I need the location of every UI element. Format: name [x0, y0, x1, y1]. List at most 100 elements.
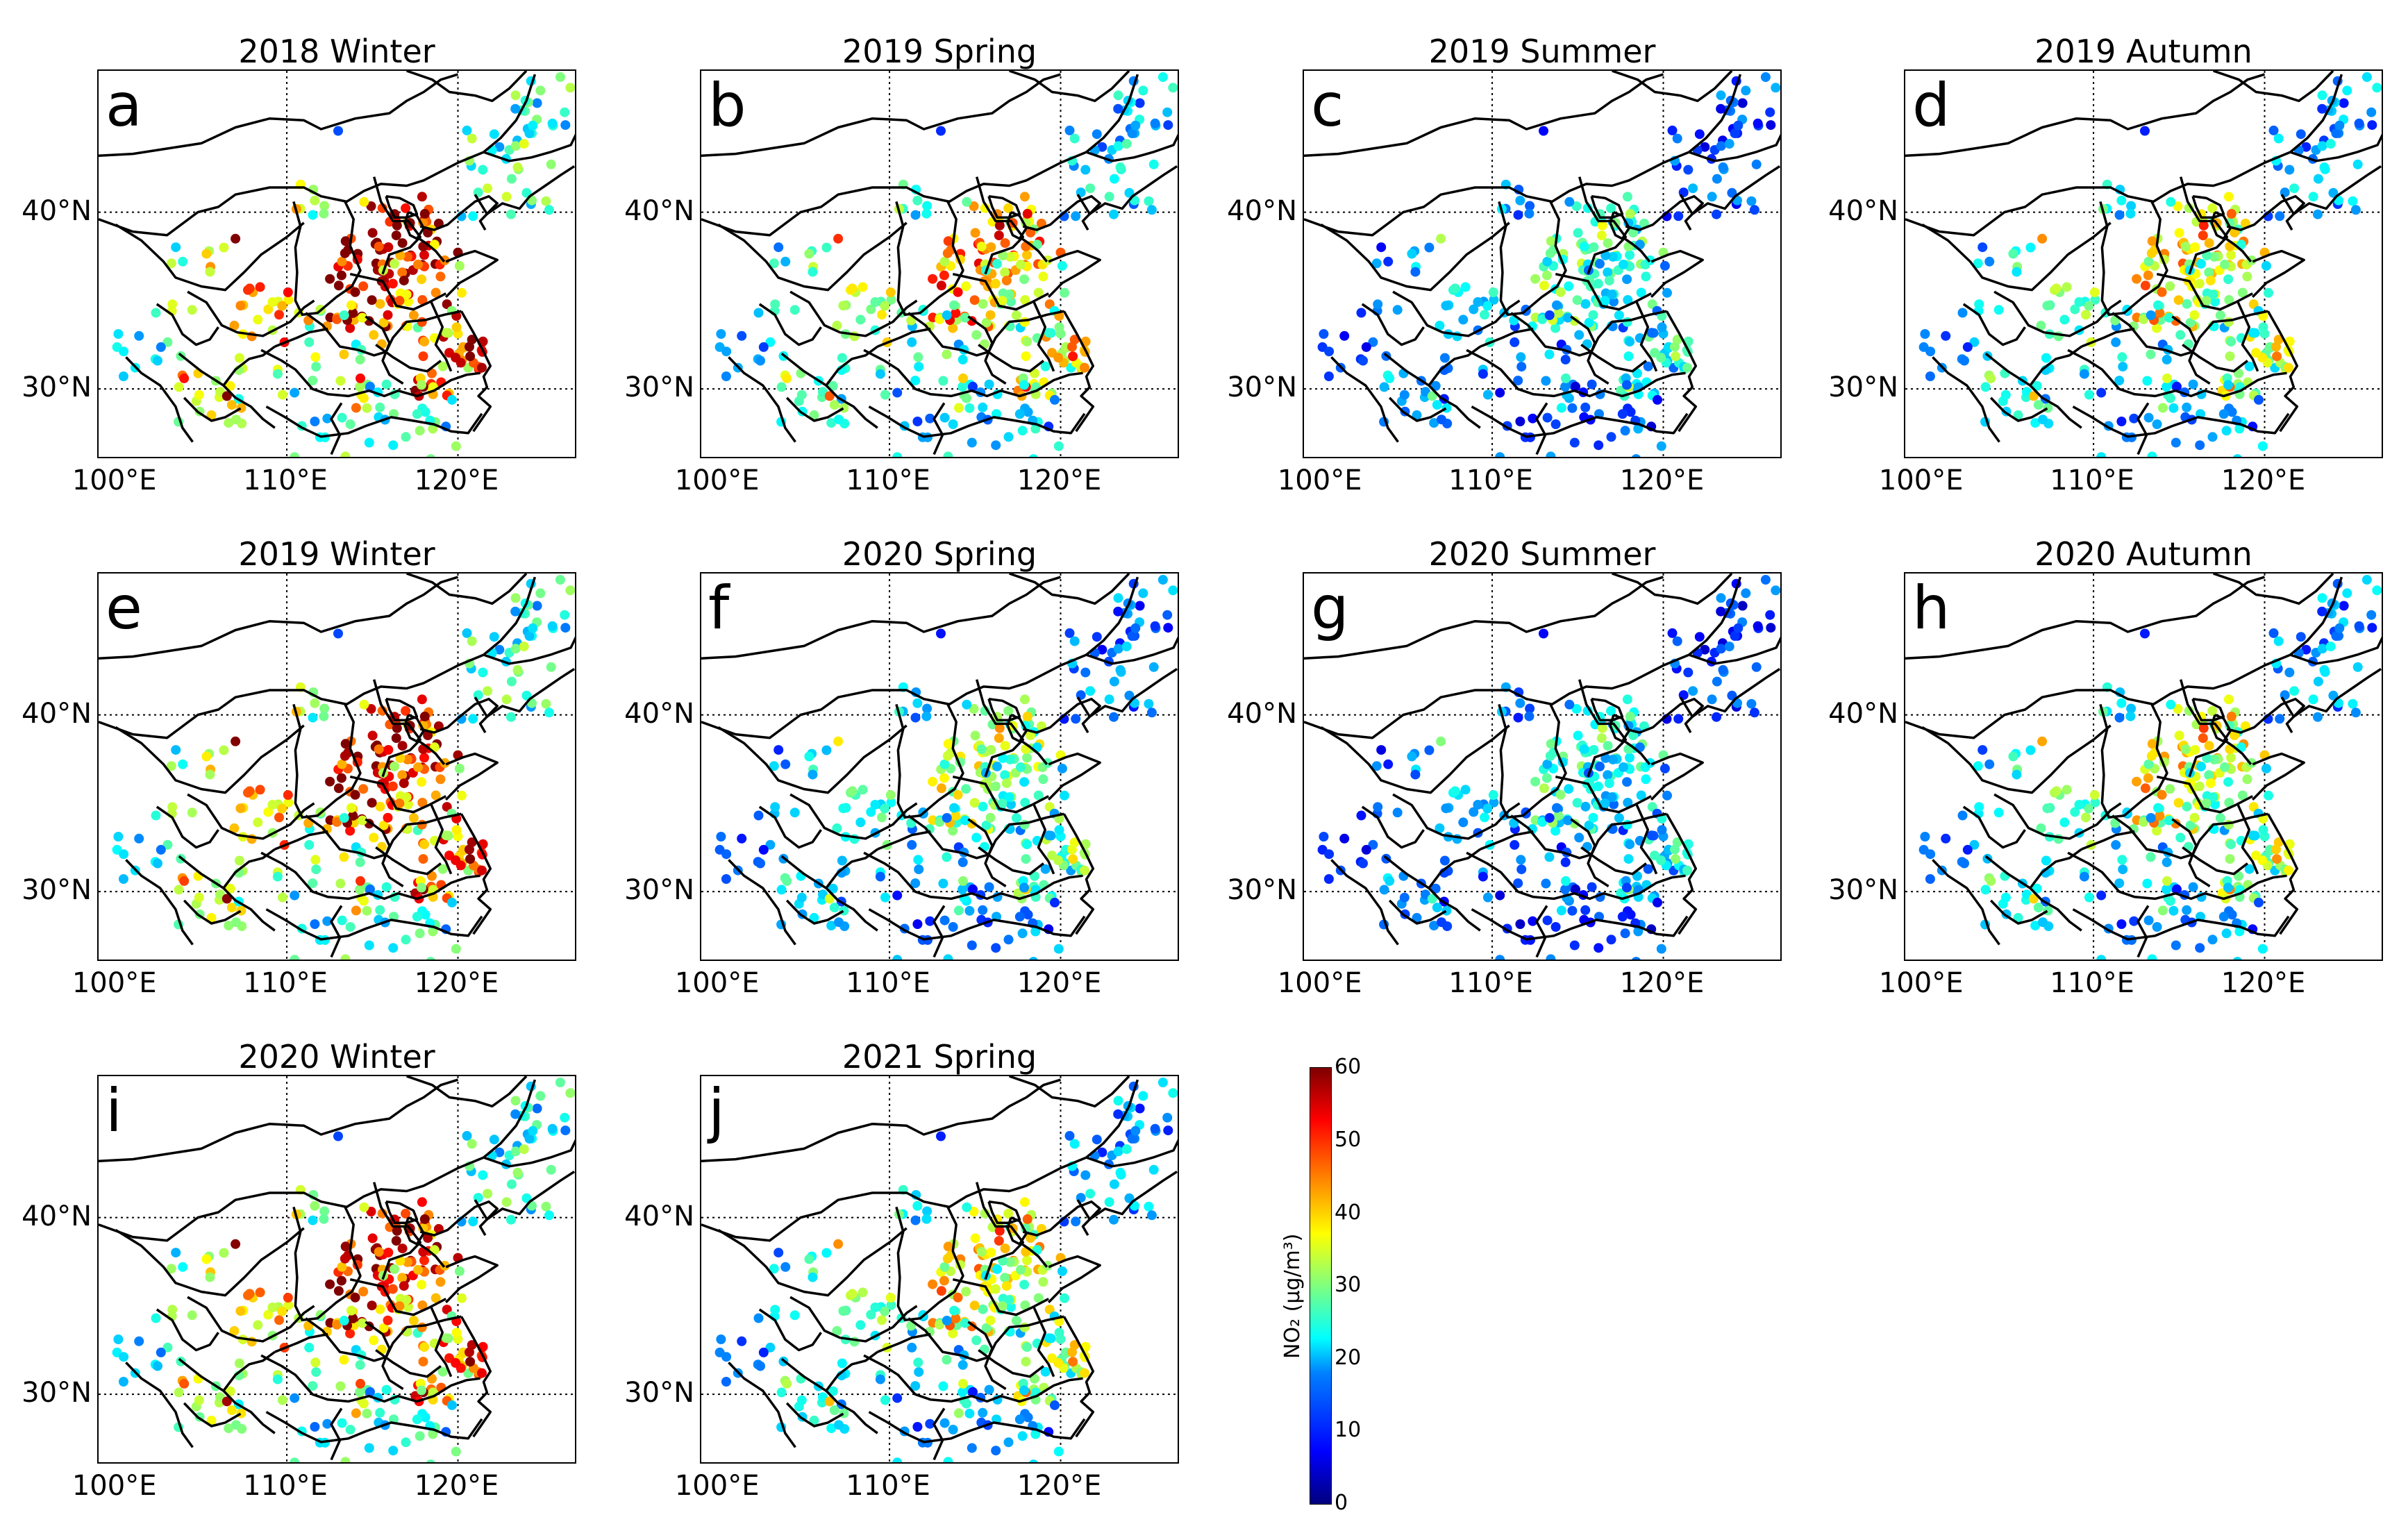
- station-marker: [2301, 644, 2311, 655]
- station-marker: [1957, 308, 1968, 318]
- station-marker: [1371, 258, 1382, 269]
- station-marker: [274, 812, 284, 823]
- station-marker: [1656, 441, 1666, 451]
- station-marker: [1373, 802, 1383, 812]
- map-frame: e: [97, 572, 576, 961]
- station-marker: [2261, 763, 2271, 773]
- station-marker: [1530, 274, 1541, 284]
- station-marker: [2234, 368, 2243, 378]
- station-marker: [1064, 125, 1075, 135]
- station-marker: [510, 644, 521, 654]
- station-marker: [392, 723, 402, 733]
- station-marker: [1707, 192, 1717, 202]
- station-marker: [847, 1289, 858, 1299]
- station-marker: [413, 762, 423, 772]
- province-border: [1304, 73, 1664, 157]
- station-marker: [1962, 844, 1973, 855]
- station-marker: [166, 258, 176, 269]
- station-marker: [2313, 676, 2323, 687]
- station-marker: [2185, 820, 2196, 830]
- station-marker: [1361, 342, 1371, 352]
- station-marker: [322, 413, 333, 424]
- station-marker: [2361, 575, 2372, 585]
- station-marker: [535, 588, 546, 599]
- station-marker: [2218, 912, 2229, 922]
- station-marker: [914, 864, 924, 875]
- station-marker: [2162, 885, 2172, 894]
- station-marker: [936, 281, 946, 291]
- province-border: [780, 1357, 878, 1434]
- panel-letter: h: [1912, 574, 1950, 643]
- province-border: [728, 859, 796, 946]
- province-border: [178, 352, 276, 429]
- station-marker: [1513, 376, 1523, 386]
- station-marker: [964, 905, 975, 916]
- station-marker: [755, 858, 765, 869]
- station-marker: [826, 1423, 837, 1434]
- station-marker: [2062, 785, 2072, 795]
- station-marker: [355, 1387, 365, 1397]
- station-marker: [1513, 210, 1523, 220]
- station-marker: [1358, 355, 1368, 366]
- station-marker: [1022, 1255, 1032, 1266]
- station-marker: [1980, 885, 1991, 895]
- station-marker: [325, 1279, 335, 1289]
- station-marker: [2198, 733, 2208, 744]
- province-border: [483, 636, 575, 665]
- station-marker: [824, 391, 835, 401]
- province-border: [785, 1402, 844, 1428]
- province-border: [2236, 300, 2259, 372]
- station-marker: [2172, 381, 2182, 392]
- station-marker: [1604, 778, 1614, 789]
- station-marker: [961, 281, 971, 292]
- station-marker: [1144, 698, 1154, 709]
- station-marker: [290, 452, 300, 457]
- station-marker: [1113, 103, 1123, 114]
- station-marker: [1593, 278, 1603, 289]
- station-marker: [418, 854, 428, 864]
- station-marker: [375, 801, 385, 812]
- station-marker: [1555, 789, 1566, 800]
- province-border: [780, 352, 878, 429]
- station-marker: [2218, 409, 2229, 419]
- station-marker: [1057, 763, 1067, 773]
- station-marker: [532, 1103, 542, 1114]
- province-border: [183, 1402, 242, 1428]
- station-marker: [1544, 852, 1555, 862]
- map-panel-a: 2018 Winter a 40°N 30°N 100°E 110°E 120°E: [22, 33, 576, 496]
- station-marker: [939, 1275, 949, 1286]
- station-marker: [1749, 708, 1759, 718]
- station-marker: [364, 1443, 374, 1453]
- province-border: [274, 1332, 328, 1353]
- station-marker: [838, 1306, 848, 1316]
- station-marker: [866, 807, 876, 817]
- station-marker: [178, 1262, 188, 1272]
- station-marker: [2284, 865, 2293, 876]
- map-frame: b: [700, 69, 1179, 458]
- province-border: [2182, 846, 2248, 876]
- station-marker: [1157, 575, 1168, 585]
- station-marker: [913, 1357, 923, 1368]
- station-marker: [1567, 905, 1578, 916]
- station-marker: [804, 249, 814, 259]
- station-marker: [1478, 369, 1488, 379]
- station-marker: [1623, 798, 1633, 807]
- station-marker: [1068, 1357, 1078, 1367]
- station-marker: [357, 815, 367, 826]
- station-marker: [1044, 830, 1054, 841]
- station-marker: [886, 294, 896, 305]
- station-marker: [1080, 1368, 1089, 1378]
- station-marker: [753, 810, 764, 821]
- station-marker: [290, 890, 300, 901]
- station-marker: [2361, 72, 2372, 82]
- station-marker: [356, 373, 365, 383]
- station-marker: [1424, 745, 1435, 755]
- province-border: [1578, 176, 1628, 275]
- station-marker: [1771, 585, 1780, 596]
- station-marker: [1399, 892, 1410, 903]
- station-marker: [219, 1248, 229, 1258]
- station-marker: [1550, 922, 1561, 932]
- station-marker: [971, 330, 982, 340]
- station-marker: [1319, 329, 1329, 339]
- station-marker: [417, 882, 426, 893]
